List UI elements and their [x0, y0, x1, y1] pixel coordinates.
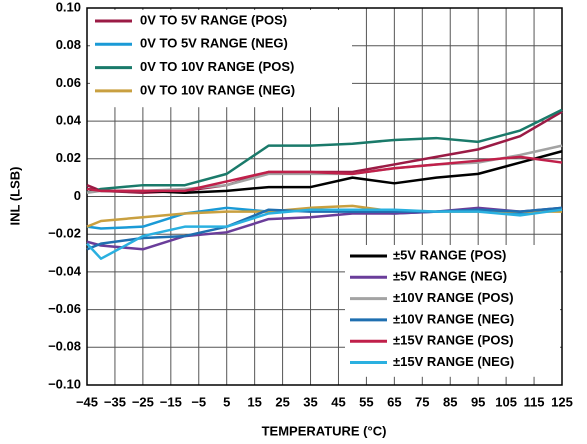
legend-label: ±5V RANGE (NEG): [393, 269, 507, 284]
legend-label: ±10V RANGE (POS): [393, 290, 514, 305]
legend-label: ±15V RANGE (POS): [393, 333, 514, 348]
series-line: [86, 110, 563, 194]
x-axis-label: TEMPERATURE (°C): [262, 423, 387, 438]
legend-label: 0V TO 10V RANGE (POS): [140, 59, 294, 74]
legend-label: ±10V RANGE (NEG): [393, 311, 514, 326]
x-tick-label: 105: [495, 394, 517, 409]
x-tick-label: 95: [471, 394, 485, 409]
legend-label: ±15V RANGE (NEG): [393, 354, 514, 369]
x-tick-label: 75: [415, 394, 429, 409]
x-tick-label: 15: [247, 394, 261, 409]
y-tick-label: −0.10: [48, 376, 81, 391]
x-tick-label: 45: [331, 394, 345, 409]
x-tick-label: 115: [524, 394, 545, 409]
plot-frame: [86, 7, 563, 386]
legend-label: 0V TO 10V RANGE (NEG): [140, 82, 295, 97]
y-tick-label: 0.10: [56, 0, 81, 14]
x-tick-label: −15: [160, 394, 182, 409]
y-axis-label: INL (LSB): [7, 167, 22, 226]
y-tick-label: −0.02: [48, 226, 81, 241]
y-tick-label: −0.06: [48, 301, 81, 316]
x-tick-label: 25: [275, 394, 289, 409]
y-tick-label: 0.04: [56, 113, 82, 128]
x-tick-label: −45: [76, 394, 98, 409]
y-tick-label: 0.08: [56, 37, 81, 52]
x-tick-label: −5: [191, 394, 206, 409]
legend-label: 0V TO 5V RANGE (POS): [140, 12, 287, 27]
legend-label: ±5V RANGE (POS): [393, 247, 506, 262]
x-tick-label: 55: [359, 394, 373, 409]
series-line: [86, 108, 563, 194]
y-tick-label: 0.06: [56, 75, 81, 90]
legend-box: [90, 10, 352, 108]
y-tick-label: −0.08: [48, 339, 81, 354]
x-tick-label: 125: [551, 394, 573, 409]
x-tick-label: 5: [223, 394, 230, 409]
legend-label: 0V TO 5V RANGE (NEG): [140, 36, 288, 51]
y-tick-label: 0: [74, 188, 81, 203]
series-line: [86, 206, 563, 251]
y-tick-label: 0.02: [56, 150, 81, 165]
x-tick-label: −35: [104, 394, 126, 409]
series-line: [86, 155, 563, 193]
x-tick-label: 85: [443, 394, 457, 409]
series-line: [86, 206, 563, 251]
x-tick-label: 35: [303, 394, 317, 409]
x-tick-label: 65: [387, 394, 401, 409]
x-tick-label: −25: [132, 394, 154, 409]
legend-box: [345, 245, 560, 377]
y-tick-label: −0.04: [48, 263, 82, 278]
series-line: [86, 208, 563, 260]
